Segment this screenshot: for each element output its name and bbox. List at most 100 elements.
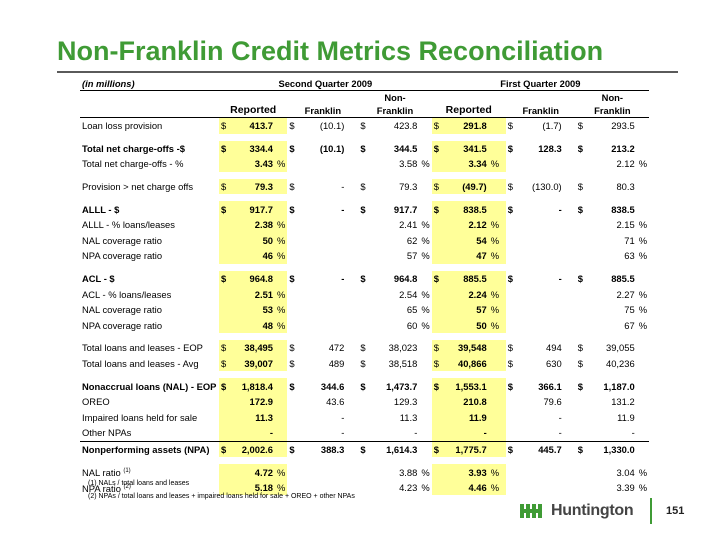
cell-value: 838.5 bbox=[445, 201, 489, 217]
cell-value: 80.3 bbox=[616, 181, 635, 193]
cell-percent-sign bbox=[419, 410, 431, 426]
cell-percent-sign: % bbox=[421, 219, 430, 231]
cell-dollar-sign bbox=[287, 156, 301, 172]
cell-value: 489 bbox=[328, 358, 345, 370]
cell-value: 1,614.3 bbox=[372, 440, 420, 458]
cell-value: 388.3 bbox=[301, 440, 347, 458]
cell-percent-sign bbox=[637, 141, 649, 157]
cell-value: 39,007 bbox=[233, 355, 275, 372]
cell-value: 630 bbox=[546, 358, 562, 370]
cell-dollar-sign bbox=[358, 233, 372, 249]
cell-percent-sign bbox=[637, 394, 649, 410]
table-row: ALLL - % loans/leases 2.38% 2.41% 2.12% 2.15… bbox=[80, 216, 649, 233]
cell-value bbox=[301, 318, 346, 334]
cell-percent-sign bbox=[419, 440, 432, 458]
cell-dollar-sign: $ bbox=[431, 117, 446, 134]
cell-percent-sign bbox=[564, 271, 576, 287]
cell-percent-sign bbox=[564, 480, 576, 496]
cell-dollar-sign: $ bbox=[289, 358, 295, 370]
cell-dollar-sign: $ bbox=[577, 358, 583, 370]
cell-dollar-sign bbox=[287, 425, 301, 441]
table-row: NAL coverage ratio 50% 62% 54% 71% bbox=[80, 232, 649, 249]
table-row: Nonaccrual loans (NAL) - EOP $1,818.4 $344… bbox=[80, 378, 649, 394]
title-divider bbox=[57, 71, 678, 73]
cell-dollar-sign bbox=[576, 302, 590, 318]
cell-value: 11.3 bbox=[233, 409, 275, 426]
col-header-reported: Reported bbox=[219, 104, 288, 118]
cell-value: 344.6 bbox=[320, 380, 345, 392]
cell-percent-sign bbox=[346, 217, 358, 233]
cell-value: 38,518 bbox=[388, 358, 418, 370]
table-row: Provision > net charge offs $79.3 $ - $79.3 $… bbox=[80, 178, 649, 195]
cell-percent-sign bbox=[488, 409, 506, 426]
cell-value: - bbox=[341, 203, 345, 215]
table-row: Impaired loans held for sale 11.3 - 11.3 11.… bbox=[80, 409, 649, 426]
cell-value: 54 bbox=[445, 232, 489, 249]
cell-percent-sign: % bbox=[421, 482, 430, 494]
cell-value: 3.88 bbox=[399, 466, 418, 478]
cell-percent-sign: % bbox=[488, 248, 506, 264]
cell-dollar-sign: $ bbox=[577, 120, 583, 132]
cell-dollar-sign bbox=[358, 318, 372, 334]
cell-percent-sign bbox=[564, 248, 576, 264]
footnote-ref: (1) bbox=[123, 468, 131, 475]
cell-percent-sign bbox=[346, 302, 358, 318]
cell-value: 494 bbox=[546, 342, 562, 354]
cell-percent-sign bbox=[564, 156, 576, 172]
cell-percent-sign: % bbox=[421, 466, 430, 478]
cell-dollar-sign: $ bbox=[507, 342, 513, 354]
cell-dollar-sign: $ bbox=[219, 140, 233, 157]
cell-percent-sign bbox=[346, 356, 358, 372]
cell-value: 46 bbox=[233, 248, 275, 264]
cell-value: 4.46 bbox=[445, 479, 489, 496]
cell-value: 917.7 bbox=[393, 203, 418, 215]
cell-dollar-sign bbox=[506, 217, 520, 233]
cell-percent-sign: % bbox=[488, 479, 506, 496]
footnote-2: (2) NPAs / total loans and leases + impa… bbox=[88, 493, 355, 500]
cell-value bbox=[520, 248, 564, 264]
cell-dollar-sign: $ bbox=[507, 120, 513, 132]
cell-value bbox=[520, 302, 564, 318]
cell-value: 57 bbox=[445, 301, 489, 318]
cell-dollar-sign: $ bbox=[219, 440, 233, 458]
cell-percent-sign bbox=[275, 425, 288, 442]
cell-value: 1,473.7 bbox=[386, 380, 418, 392]
cell-value: 472 bbox=[328, 342, 345, 354]
cell-percent-sign bbox=[419, 378, 431, 394]
row-label: OREO bbox=[82, 396, 110, 408]
cell-dollar-sign: $ bbox=[431, 140, 446, 157]
cell-value: 71 bbox=[624, 234, 635, 246]
cell-percent-sign bbox=[275, 140, 288, 157]
cell-dollar-sign bbox=[287, 217, 301, 233]
cell-percent-sign bbox=[275, 440, 288, 458]
cell-value: - bbox=[558, 411, 562, 423]
col-header-nonfranklin-top: Non- bbox=[575, 90, 650, 104]
table-row: Nonperforming assets (NPA) $2,002.6 $388.3… bbox=[80, 440, 650, 458]
cell-percent-sign bbox=[346, 394, 358, 410]
cell-percent-sign bbox=[419, 356, 431, 372]
cell-dollar-sign bbox=[358, 286, 372, 302]
cell-percent-sign: % bbox=[638, 319, 648, 331]
cell-value: - bbox=[414, 427, 418, 439]
cell-value: 3.04 bbox=[616, 466, 635, 478]
cell-value: 48 bbox=[233, 317, 275, 334]
cell-dollar-sign bbox=[219, 479, 233, 496]
table-row: Other NPAs - - - - - - bbox=[80, 425, 649, 442]
cell-dollar-sign: $ bbox=[577, 203, 583, 215]
row-label: Total net charge-offs - % bbox=[82, 158, 184, 170]
cell-value: 2.12 bbox=[445, 216, 489, 233]
cell-dollar-sign: $ bbox=[219, 270, 233, 287]
row-label: NPA coverage ratio bbox=[82, 319, 163, 331]
cell-dollar-sign: $ bbox=[360, 203, 366, 215]
cell-value: 213.2 bbox=[611, 142, 635, 154]
cell-dollar-sign: $ bbox=[289, 273, 295, 285]
cell-dollar-sign bbox=[219, 156, 233, 172]
cell-dollar-sign bbox=[431, 286, 446, 302]
cell-dollar-sign: $ bbox=[219, 178, 233, 195]
cell-value bbox=[520, 217, 564, 233]
cell-value: 62 bbox=[406, 234, 418, 246]
table-row: NPA ratio (2) 5.18% 4.23% 4.46% 3.39% bbox=[80, 479, 649, 496]
cell-percent-sign: % bbox=[421, 234, 430, 246]
cell-dollar-sign: $ bbox=[289, 120, 295, 132]
cell-value bbox=[301, 302, 346, 318]
